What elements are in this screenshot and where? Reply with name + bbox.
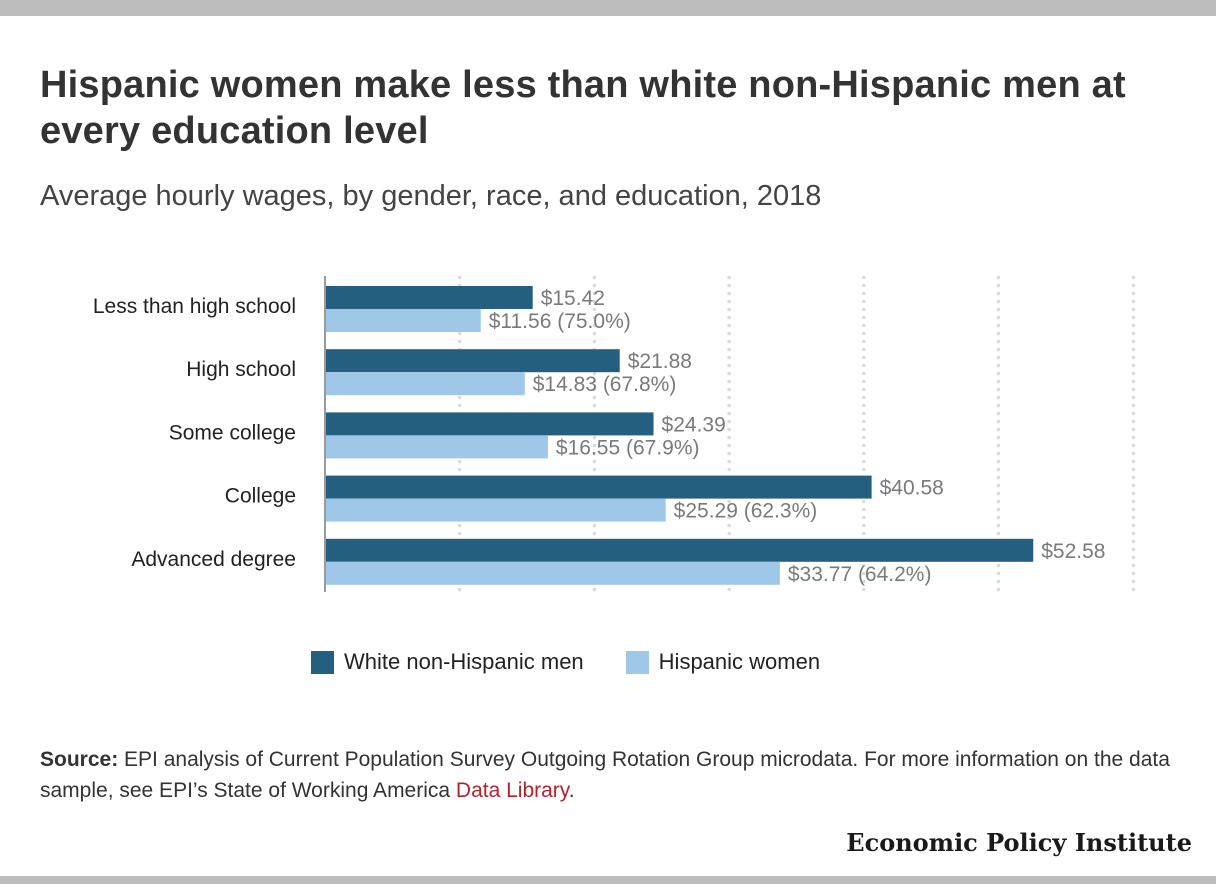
bar-hispanic-women: [325, 435, 548, 459]
chart-title: Hispanic women make less than white non-…: [40, 64, 1126, 152]
bottom-border: [0, 876, 1216, 884]
epi-logo: Economic Policy Institute: [846, 828, 1192, 857]
legend-swatch-women: [625, 650, 649, 674]
category-label: High school: [186, 358, 296, 381]
top-border: [0, 0, 1216, 16]
bar-hispanic-women: [325, 498, 666, 522]
source-end: .: [568, 779, 575, 802]
category-label: College: [225, 485, 296, 508]
bar-hispanic-women: [325, 372, 525, 396]
data-label: $24.39: [662, 413, 726, 436]
data-label: $40.58: [880, 477, 944, 500]
bar-white-men: [325, 538, 1034, 562]
data-label: $11.56 (75.0%): [489, 310, 631, 333]
bar-hispanic-women: [325, 309, 481, 332]
category-label: Less than high school: [93, 295, 296, 318]
data-label: $25.29 (62.3%): [674, 500, 818, 523]
chart-subtitle: Average hourly wages, by gender, race, a…: [40, 180, 822, 212]
legend-label-men: White non-Hispanic men: [344, 649, 584, 674]
data-label: $21.88: [628, 350, 692, 373]
source-note: Source: EPI analysis of Current Populati…: [40, 744, 1180, 806]
legend-item-men: White non-Hispanic men: [311, 649, 584, 675]
data-label: $52.58: [1041, 540, 1105, 563]
data-label: $14.83 (67.8%): [533, 373, 677, 396]
source-text: EPI analysis of Current Population Surve…: [40, 748, 1170, 802]
bar-chart: Less than high school $15.42$11.56 (75.0%…: [93, 276, 1135, 592]
chart-legend: White non-Hispanic men Hispanic women: [311, 646, 862, 678]
bar-white-men: [325, 286, 533, 309]
legend-label-women: Hispanic women: [658, 649, 821, 674]
source-label: Source:: [40, 748, 119, 771]
legend-item-women: Hispanic women: [625, 649, 821, 675]
data-label: $16.55 (67.9%): [556, 436, 700, 459]
bar-white-men: [325, 412, 654, 436]
bar-white-men: [325, 475, 872, 499]
category-label: Advanced degree: [131, 548, 296, 571]
bar-hispanic-women: [325, 561, 780, 585]
category-label: Some college: [169, 421, 296, 444]
bar-white-men: [325, 349, 620, 373]
data-label: $33.77 (64.2%): [788, 563, 932, 586]
data-label: $15.42: [541, 287, 605, 310]
data-library-link[interactable]: Data Library: [455, 779, 569, 802]
legend-swatch-men: [311, 650, 334, 674]
